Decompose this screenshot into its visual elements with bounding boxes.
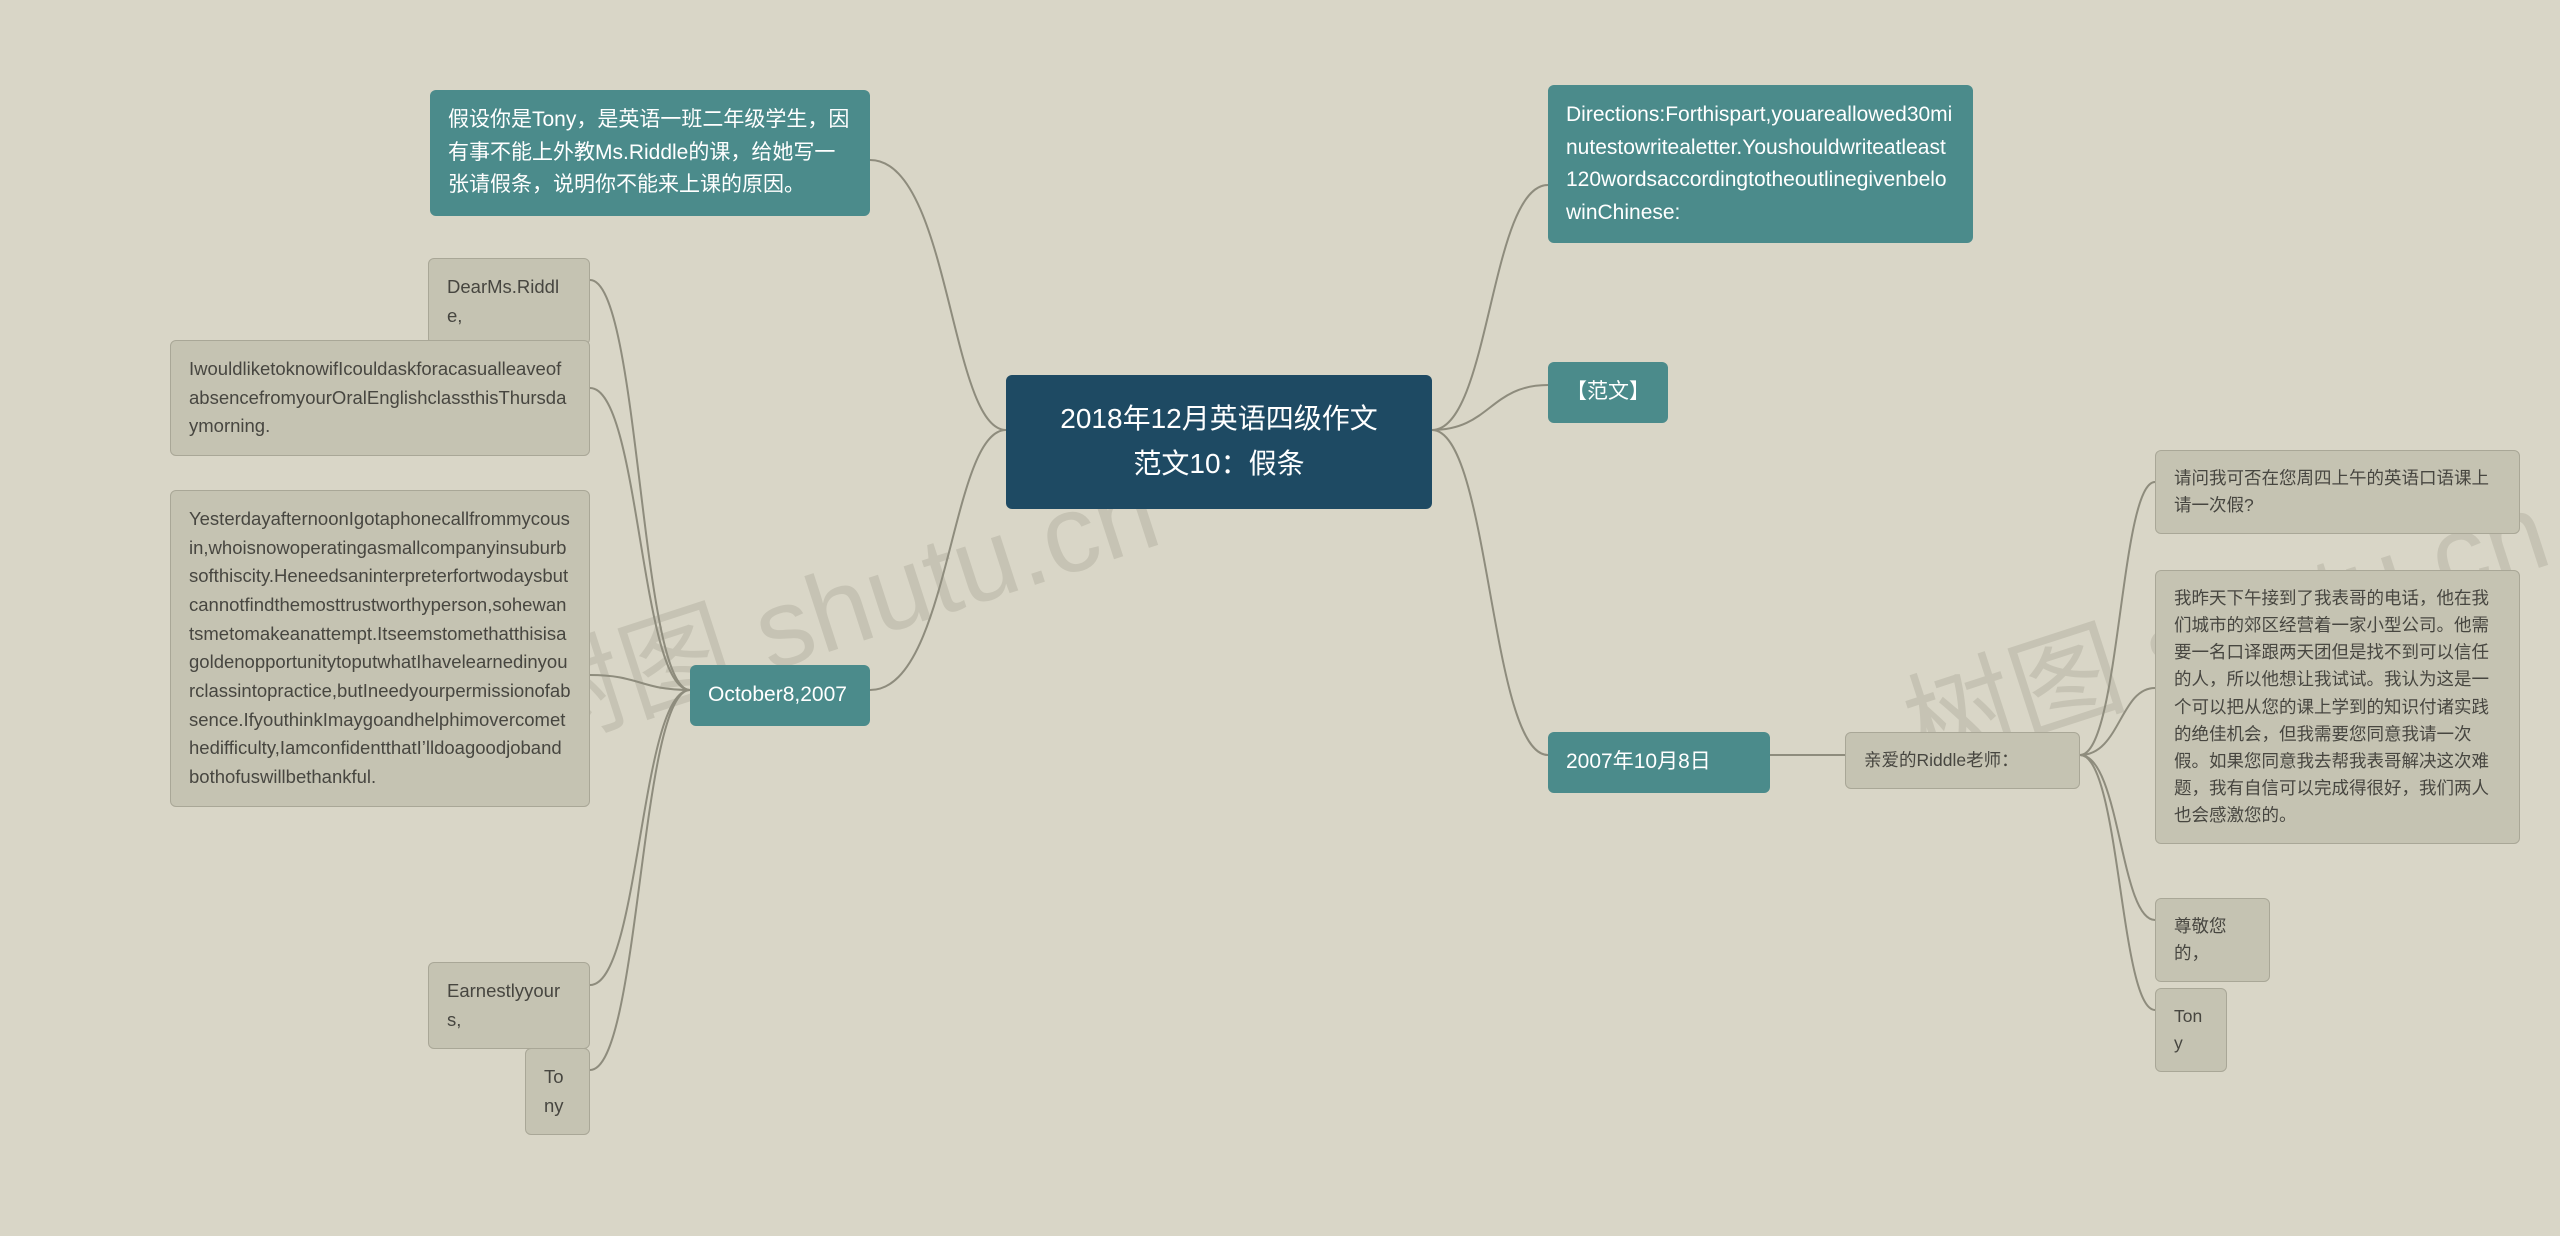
right-para1: 请问我可否在您周四上午的英语口语课上请一次假?: [2155, 450, 2520, 534]
right-fanwen: 【范文】: [1548, 362, 1668, 423]
right-para2: 我昨天下午接到了我表哥的电话，他在我们城市的郊区经营着一家小型公司。他需要一名口…: [2155, 570, 2520, 844]
right-closing: 尊敬您的，: [2155, 898, 2270, 982]
left-assumption: 假设你是Tony，是英语一班二年级学生，因有事不能上外教Ms.Riddle的课，…: [430, 90, 870, 216]
right-date: 2007年10月8日: [1548, 732, 1770, 793]
left-sign: Tony: [525, 1048, 590, 1135]
left-para2: YesterdayafternoonIgotaphonecallfrommyco…: [170, 490, 590, 807]
right-directions: Directions:Forthispart,youareallowed30mi…: [1548, 85, 1973, 243]
left-closing: Earnestlyyours,: [428, 962, 590, 1049]
left-para1: IwouldliketoknowifIcouldaskforacasuallea…: [170, 340, 590, 456]
left-date: October8,2007: [690, 665, 870, 726]
root-line2: 范文10：假条: [1032, 442, 1406, 487]
left-salutation: DearMs.Riddle,: [428, 258, 590, 345]
root-node: 2018年12月英语四级作文 范文10：假条: [1006, 375, 1432, 509]
right-sign: Tony: [2155, 988, 2227, 1072]
root-line1: 2018年12月英语四级作文: [1032, 397, 1406, 442]
right-teacher: 亲爱的Riddle老师：: [1845, 732, 2080, 789]
